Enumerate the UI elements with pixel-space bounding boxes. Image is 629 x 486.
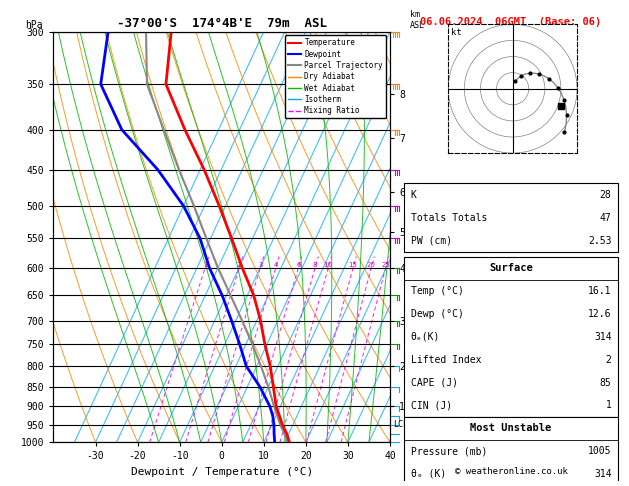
Text: 314: 314 [594,332,611,342]
Text: 8: 8 [313,262,317,268]
Text: CIN (J): CIN (J) [411,400,452,410]
Text: Pressure (mb): Pressure (mb) [411,446,487,456]
Text: 12.6: 12.6 [588,309,611,319]
Text: 1: 1 [203,262,208,268]
Text: 6: 6 [296,262,301,268]
Text: 25: 25 [381,262,390,268]
Text: © weatheronline.co.uk: © weatheronline.co.uk [455,468,567,476]
Text: 3: 3 [258,262,262,268]
Text: 85: 85 [600,378,611,387]
Text: 1: 1 [606,400,611,410]
Title: -37°00'S  174°4B'E  79m  ASL: -37°00'S 174°4B'E 79m ASL [117,17,326,31]
Text: 28: 28 [600,190,611,200]
Text: 15: 15 [348,262,357,268]
Text: km
ASL: km ASL [410,10,425,30]
Bar [404,184,618,252]
Bar [404,417,618,486]
Text: 2: 2 [606,355,611,364]
Text: 314: 314 [594,469,611,479]
Text: LCL: LCL [393,420,408,429]
Text: Surface: Surface [489,263,533,273]
Text: θₑ(K): θₑ(K) [411,332,440,342]
Text: 47: 47 [600,213,611,223]
Text: 16.1: 16.1 [588,286,611,296]
Text: Dewp (°C): Dewp (°C) [411,309,464,319]
Text: 1005: 1005 [588,446,611,456]
Text: 10: 10 [324,262,333,268]
Text: Most Unstable: Most Unstable [470,423,552,434]
Text: Lifted Index: Lifted Index [411,355,481,364]
Text: θₑ (K): θₑ (K) [411,469,446,479]
Text: 2: 2 [237,262,242,268]
Bar [404,257,618,417]
Text: kt: kt [451,28,462,37]
Text: hPa: hPa [25,19,43,30]
Text: Totals Totals: Totals Totals [411,213,487,223]
Text: K: K [411,190,416,200]
Y-axis label: Mixing Ratio (g/kg): Mixing Ratio (g/kg) [409,186,419,288]
Text: CAPE (J): CAPE (J) [411,378,457,387]
Text: PW (cm): PW (cm) [411,236,452,245]
Text: 4: 4 [274,262,278,268]
X-axis label: Dewpoint / Temperature (°C): Dewpoint / Temperature (°C) [131,467,313,477]
Legend: Temperature, Dewpoint, Parcel Trajectory, Dry Adiabat, Wet Adiabat, Isotherm, Mi: Temperature, Dewpoint, Parcel Trajectory… [284,35,386,118]
Text: Temp (°C): Temp (°C) [411,286,464,296]
Text: 2.53: 2.53 [588,236,611,245]
Text: 06.06.2024  06GMT  (Base: 06): 06.06.2024 06GMT (Base: 06) [420,17,602,27]
Text: 20: 20 [367,262,376,268]
